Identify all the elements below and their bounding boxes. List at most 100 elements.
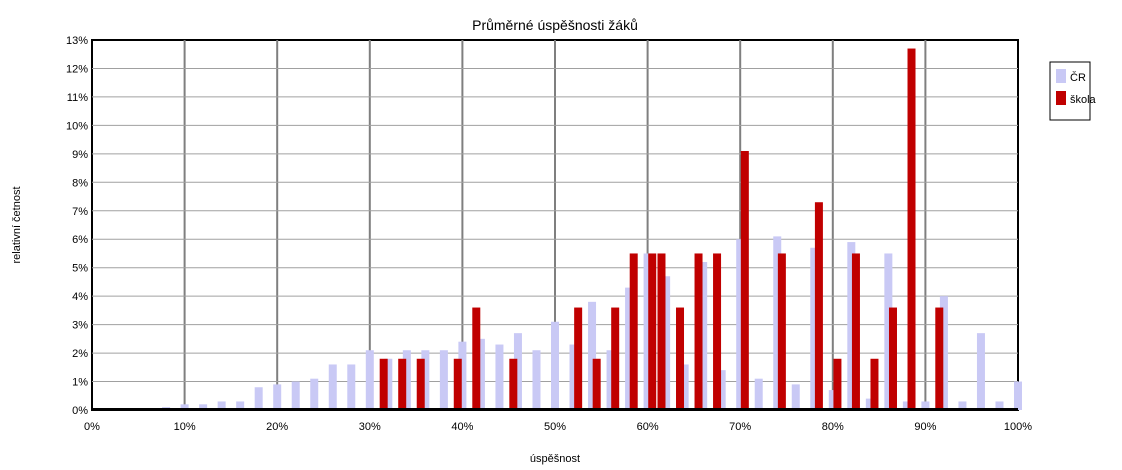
x-tick-label: 80%: [822, 421, 844, 433]
bar-cr: [717, 370, 726, 410]
y-axis-label: relativní četnost: [11, 186, 23, 263]
bar-cr: [847, 242, 856, 410]
legend-swatch-cr: [1056, 69, 1066, 83]
y-tick-label: 4%: [72, 291, 88, 303]
bar-cr: [217, 401, 226, 410]
bar-skola: [648, 253, 657, 410]
y-tick-labels: 0% 1% 2% 3% 4% 5% 6% 7% 8% 9% 10% 11% 12% 13%: [66, 35, 88, 417]
bar-skola: [472, 307, 481, 410]
bar-cr: [254, 387, 263, 410]
x-axis-label: úspěšnost: [530, 453, 580, 465]
x-tick-label: 60%: [637, 421, 659, 433]
y-tick-label: 11%: [67, 92, 88, 104]
bar-skola: [814, 202, 823, 410]
bar-cr: [236, 401, 245, 410]
bar-cr: [199, 404, 208, 410]
bar-skola: [777, 253, 786, 410]
y-tick-label: 5%: [72, 263, 88, 275]
bar-skola: [935, 307, 944, 410]
bar-skola: [676, 307, 685, 410]
y-tick-label: 13%: [66, 35, 88, 47]
bar-cr: [476, 338, 485, 410]
x-tick-labels: 0% 10% 20% 30% 40% 50% 60% 70% 80% 90% 100%: [84, 421, 1032, 433]
y-tick-label: 0%: [72, 405, 88, 417]
bar-cr: [791, 384, 800, 410]
bar-skola: [416, 358, 425, 410]
bar-cr: [939, 296, 948, 410]
bars: [92, 48, 1022, 411]
bar-cr: [865, 398, 874, 410]
bar-cr: [495, 344, 504, 410]
bar-cr: [384, 358, 393, 410]
legend: ČR škola: [1049, 61, 1097, 121]
bar-skola: [629, 253, 638, 410]
bar-cr: [532, 350, 541, 410]
y-tick-label: 1%: [72, 377, 88, 389]
y-tick-label: 6%: [72, 234, 88, 246]
bar-skola: [851, 253, 860, 410]
bar-skola: [592, 358, 601, 410]
y-tick-label: 3%: [72, 320, 88, 332]
x-tick-label: 100%: [1004, 421, 1032, 433]
bar-cr: [291, 381, 300, 410]
x-tick-label: 20%: [266, 421, 288, 433]
bar-cr: [421, 350, 430, 410]
bar-cr: [662, 276, 671, 410]
bar-cr: [569, 344, 578, 410]
bar-cr: [754, 378, 763, 410]
bar-cr: [828, 390, 837, 410]
bar-cr: [958, 401, 967, 410]
bar-skola: [379, 358, 388, 410]
bar-cr: [625, 287, 634, 410]
bar-skola: [611, 307, 620, 410]
bar-skola: [870, 358, 879, 410]
bar-cr: [680, 364, 689, 410]
x-tick-label: 70%: [729, 421, 751, 433]
bar-skola: [657, 253, 666, 410]
chart-title: Průměrné úspěšnosti žáků: [472, 17, 638, 33]
bar-skola: [574, 307, 583, 410]
bar-skola: [907, 48, 916, 411]
bar-cr: [1014, 381, 1022, 410]
x-tick-label: 50%: [544, 421, 566, 433]
bar-cr: [310, 378, 319, 410]
bar-cr: [402, 350, 411, 410]
bar-skola: [888, 307, 897, 410]
bar-cr: [606, 350, 615, 410]
legend-label-skola: škola: [1070, 94, 1097, 106]
bar-cr: [699, 262, 708, 410]
bar-cr: [273, 384, 282, 410]
bar-skola: [398, 358, 407, 410]
x-tick-label: 10%: [174, 421, 196, 433]
bar-cr: [365, 350, 374, 410]
bar-cr: [995, 401, 1004, 410]
bar-cr: [810, 247, 819, 410]
bar-cr: [773, 236, 782, 410]
bar-cr: [458, 341, 467, 410]
x-tick-label: 30%: [359, 421, 381, 433]
bar-cr: [180, 404, 189, 410]
y-tick-label: 10%: [66, 120, 88, 132]
x-tick-label: 0%: [84, 421, 100, 433]
legend-label-cr: ČR: [1070, 71, 1086, 84]
y-tick-label: 9%: [72, 149, 88, 161]
bar-cr: [921, 401, 930, 410]
bar-cr: [976, 333, 985, 410]
bar-cr: [884, 253, 893, 410]
bar-cr: [347, 364, 356, 410]
bar-skola: [833, 358, 842, 410]
y-tick-label: 8%: [72, 177, 88, 189]
bar-skola: [713, 253, 722, 410]
x-tick-label: 40%: [451, 421, 473, 433]
bar-cr: [513, 333, 522, 410]
bar-cr: [588, 301, 597, 410]
bar-skola: [509, 358, 518, 410]
bar-skola: [453, 358, 462, 410]
y-tick-label: 12%: [66, 63, 88, 75]
y-tick-label: 2%: [72, 348, 88, 360]
bar-skola: [694, 253, 703, 410]
bar-cr: [643, 253, 652, 410]
x-tick-label: 90%: [914, 421, 936, 433]
bar-cr: [902, 401, 911, 410]
